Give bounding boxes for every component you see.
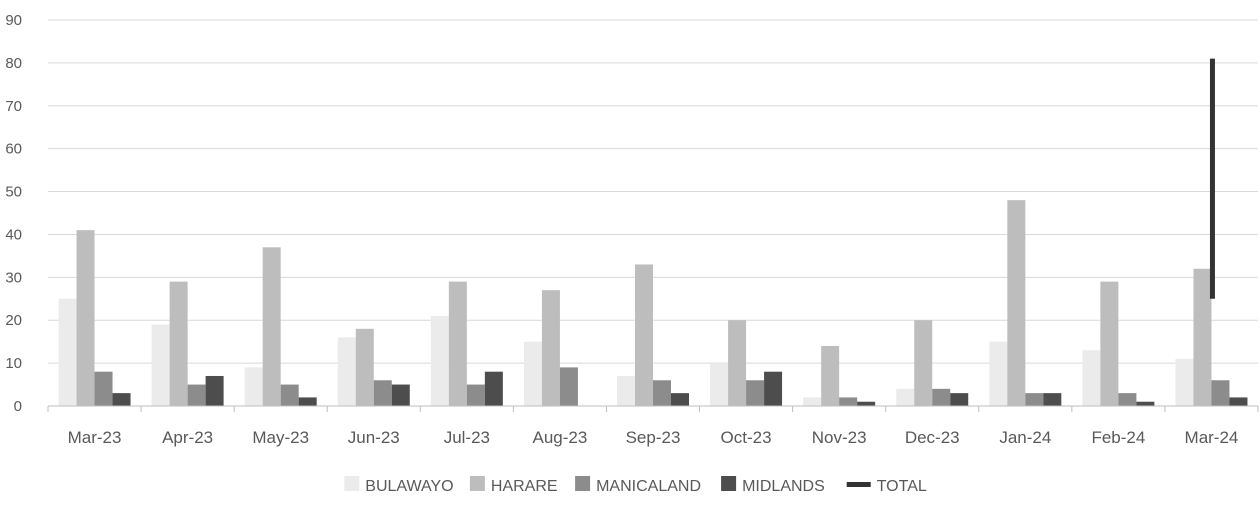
x-axis bbox=[47, 405, 1259, 412]
legend-item-manicaland: MANICALAND bbox=[575, 476, 701, 495]
legend-swatch bbox=[846, 482, 871, 487]
bar-midlands bbox=[205, 375, 224, 406]
bar-bulawayo bbox=[896, 388, 915, 406]
x-tick-label: Feb-24 bbox=[1091, 428, 1145, 447]
bar-manicaland bbox=[839, 397, 858, 406]
bar-harare bbox=[541, 290, 560, 406]
bar-harare bbox=[355, 328, 374, 406]
y-tick-label: 40 bbox=[5, 226, 22, 243]
bar-bulawayo bbox=[617, 375, 635, 406]
bar-midlands bbox=[484, 371, 503, 406]
legend: BULAWAYO HARARE MANICALAND MIDLANDS TOTAL bbox=[344, 476, 927, 495]
bar-midlands bbox=[1229, 397, 1248, 406]
bar-bulawayo bbox=[803, 397, 822, 406]
bar-midlands bbox=[298, 397, 317, 406]
bar-midlands bbox=[950, 393, 969, 406]
x-tick-label: Jul-23 bbox=[444, 428, 490, 447]
x-axis-ticks: Mar-23 Apr-23 May-23 Jun-23 Jul-23 Aug-23 Sep-… bbox=[68, 428, 1239, 447]
legend-item-harare: HARARE bbox=[469, 476, 558, 495]
bar-harare bbox=[635, 264, 653, 406]
y-tick-label: 60 bbox=[5, 141, 22, 158]
legend-swatch bbox=[575, 476, 591, 491]
bar-harare bbox=[1193, 268, 1212, 406]
legend-label: MANICALAND bbox=[596, 478, 701, 495]
y-axis-ticks: 0 10 20 30 40 50 60 70 80 90 bbox=[5, 12, 22, 415]
bar-midlands bbox=[391, 384, 410, 406]
x-tick-label: Oct-23 bbox=[721, 428, 772, 447]
x-tick-label: Jan-24 bbox=[999, 428, 1051, 447]
bar-manicaland bbox=[1118, 393, 1137, 406]
x-tick-label: Apr-23 bbox=[162, 428, 213, 447]
bar-manicaland bbox=[373, 380, 392, 406]
legend-label: HARARE bbox=[491, 478, 558, 495]
x-tick-label: May-23 bbox=[252, 428, 309, 447]
legend-item-bulawayo: BULAWAYO bbox=[344, 476, 454, 495]
bar-manicaland bbox=[466, 384, 485, 406]
bar-bulawayo bbox=[710, 363, 729, 406]
bar-harare bbox=[821, 345, 840, 406]
legend-swatch bbox=[721, 476, 737, 491]
bar-manicaland bbox=[653, 380, 671, 406]
bar-bulawayo bbox=[337, 337, 356, 406]
bar-bulawayo bbox=[1175, 358, 1194, 406]
x-tick-label: Sep-23 bbox=[626, 428, 681, 447]
bar-bulawayo bbox=[1082, 350, 1101, 406]
legend-label: BULAWAYO bbox=[365, 478, 453, 495]
bar-bulawayo bbox=[523, 341, 542, 406]
legend-label: MIDLANDS bbox=[742, 478, 825, 495]
bar-bulawayo bbox=[244, 367, 263, 406]
x-tick-label: Mar-23 bbox=[68, 428, 122, 447]
bar-harare bbox=[914, 320, 933, 406]
x-tick-label: Dec-23 bbox=[905, 428, 960, 447]
bar-manicaland bbox=[559, 367, 578, 406]
legend-swatch bbox=[469, 476, 485, 491]
bar-manicaland bbox=[94, 371, 113, 406]
legend-swatch bbox=[344, 476, 360, 491]
bar-manicaland bbox=[1211, 380, 1230, 406]
bar-harare bbox=[1100, 281, 1119, 406]
bar-midlands bbox=[112, 393, 131, 406]
bar-harare bbox=[262, 247, 281, 406]
bar-manicaland bbox=[746, 380, 765, 406]
bar-bulawayo bbox=[989, 341, 1008, 406]
bar-midlands bbox=[1136, 401, 1155, 406]
y-tick-label: 90 bbox=[5, 12, 22, 29]
bar-manicaland bbox=[187, 384, 206, 406]
bar-midlands bbox=[671, 393, 689, 406]
y-tick-label: 80 bbox=[5, 55, 22, 72]
bar-manicaland bbox=[1025, 393, 1044, 406]
bar-harare bbox=[1007, 200, 1026, 406]
bar-harare bbox=[169, 281, 188, 406]
x-tick-label: Jun-23 bbox=[348, 428, 400, 447]
bar-harare bbox=[728, 320, 747, 406]
y-tick-label: 20 bbox=[5, 312, 22, 329]
y-tick-label: 50 bbox=[5, 184, 22, 201]
legend-label: TOTAL bbox=[877, 478, 927, 495]
bar-bulawayo bbox=[430, 315, 449, 406]
y-tick-label: 70 bbox=[5, 98, 22, 115]
gridlines bbox=[48, 19, 1258, 364]
y-tick-label: 30 bbox=[5, 269, 22, 286]
bar-harare bbox=[448, 281, 467, 406]
legend-item-total: TOTAL bbox=[846, 478, 927, 495]
bar-midlands bbox=[764, 371, 783, 406]
bar-midlands bbox=[1043, 393, 1062, 406]
legend-item-midlands: MIDLANDS bbox=[721, 476, 825, 495]
bar-harare bbox=[76, 230, 95, 406]
bars bbox=[58, 58, 1248, 406]
bar-midlands bbox=[857, 401, 876, 406]
bar-manicaland bbox=[932, 388, 951, 406]
y-tick-label: 0 bbox=[14, 398, 22, 415]
bar-bulawayo bbox=[58, 298, 77, 406]
x-tick-label: Mar-24 bbox=[1185, 428, 1239, 447]
x-tick-label: Nov-23 bbox=[812, 428, 867, 447]
bar-bulawayo bbox=[151, 324, 170, 406]
bar-manicaland bbox=[280, 384, 299, 406]
x-tick-label: Aug-23 bbox=[533, 428, 588, 447]
y-tick-label: 10 bbox=[5, 355, 22, 372]
